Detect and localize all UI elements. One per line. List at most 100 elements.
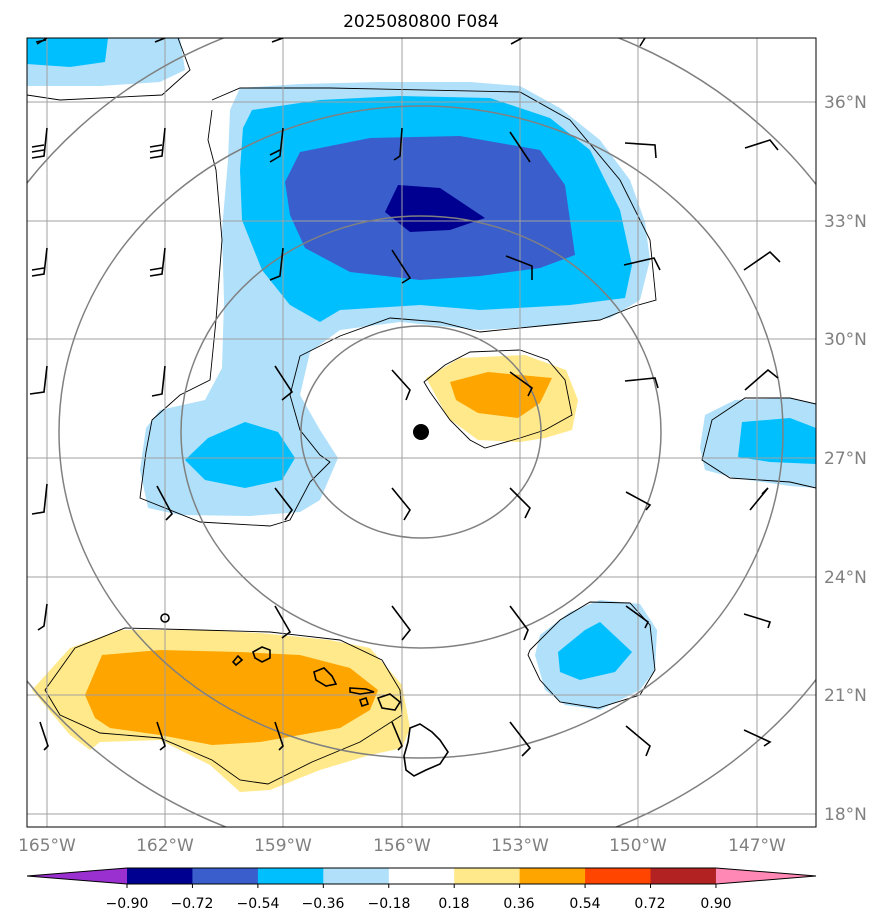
lat-label: 27°N	[824, 449, 867, 469]
colorbar-swatch	[650, 868, 717, 884]
lon-label: 147°W	[728, 836, 786, 856]
wind-barb	[509, 487, 531, 519]
lon-label: 150°W	[609, 836, 667, 856]
wind-barb	[269, 127, 284, 163]
storm-center-dot	[413, 424, 429, 440]
colorbar-extend-high	[715, 868, 816, 884]
colorbar-swatch	[127, 868, 193, 884]
negative-region-southeast-core	[558, 622, 632, 680]
island-lanai	[358, 696, 370, 708]
colorbar: −0.90 −0.72 −0.54 −0.36 −0.18 0.18 0.36 …	[26, 867, 817, 912]
lat-label: 30°N	[824, 330, 867, 350]
colorbar-swatch	[323, 868, 390, 884]
colorbar-swatch	[192, 868, 259, 884]
colorbar-label: 0.90	[700, 896, 731, 912]
contour-south	[44, 627, 403, 785]
lat-axis-labels: 36°N 33°N 30°N 27°N 24°N 21°N 18°N	[824, 93, 867, 825]
negative-region-north-core	[385, 185, 485, 232]
island-molokai	[313, 667, 338, 687]
wind-barb	[624, 377, 659, 389]
range-ring-middle	[180, 215, 662, 649]
contour-southeast	[527, 601, 656, 709]
wind-barb	[149, 247, 166, 277]
wind-barb	[743, 729, 772, 747]
lat-label: 36°N	[824, 93, 867, 113]
colorbar-label: 0.36	[503, 896, 534, 912]
wind-barb	[393, 127, 403, 161]
colorbar-label: −0.36	[302, 896, 345, 912]
wind-barb	[154, 38, 166, 43]
lat-label: 18°N	[824, 805, 867, 825]
wind-barb	[31, 127, 48, 159]
wind-barb	[156, 485, 173, 521]
wind-barb	[151, 365, 166, 397]
colorbar-label: 0.72	[634, 896, 665, 912]
wind-barb	[624, 142, 657, 159]
wind-barb	[35, 38, 48, 45]
wind-barb	[391, 249, 412, 284]
range-ring-outer	[58, 105, 784, 759]
lat-label: 21°N	[824, 686, 867, 706]
island-big-island	[403, 723, 449, 777]
colorbar-label: −0.18	[368, 896, 411, 912]
colorbar-extend-low	[27, 868, 127, 884]
negative-region-west-core	[185, 422, 295, 488]
wind-barb	[31, 247, 48, 277]
colorbar-swatch	[388, 868, 455, 884]
range-rings	[27, 38, 816, 827]
wind-barb	[625, 725, 651, 757]
colorbar-swatch	[257, 868, 324, 884]
wind-barb	[749, 487, 769, 511]
wind-barb	[31, 483, 48, 515]
island-kauai	[231, 654, 244, 667]
lon-label: 162°W	[136, 836, 194, 856]
island-kahoolawe	[376, 693, 402, 711]
island-oahu	[252, 646, 271, 663]
wind-barb	[29, 365, 48, 395]
wind-barb	[149, 127, 166, 159]
colorbar-label: −0.72	[171, 896, 214, 912]
wind-barb	[37, 603, 48, 631]
wind-barb	[391, 721, 403, 751]
wind-barb	[509, 131, 531, 163]
wind-barb	[269, 247, 284, 281]
colorbar-swatch	[519, 868, 586, 884]
wind-barb	[509, 721, 532, 757]
wind-barb	[274, 365, 294, 401]
wind-barb	[623, 257, 661, 271]
wind-barb	[744, 368, 779, 391]
wind-barb	[271, 38, 284, 43]
positive-region-south-core	[85, 650, 378, 745]
wind-barb	[391, 369, 411, 401]
wind-barb	[391, 605, 412, 641]
colorbar-swatches	[26, 867, 817, 885]
lon-label: 165°W	[18, 836, 76, 856]
wind-barb	[274, 605, 292, 639]
map-title: 2025080800 F084	[343, 12, 499, 32]
wind-barb	[39, 721, 49, 751]
colorbar-label: 0.54	[569, 896, 600, 912]
range-ring-inner	[300, 325, 542, 539]
negative-region-east-core	[738, 418, 816, 464]
wind-barb	[274, 721, 284, 751]
lat-label: 24°N	[824, 568, 867, 588]
colorbar-swatch	[585, 868, 651, 884]
wind-barbs	[29, 38, 781, 757]
gridlines	[27, 38, 816, 827]
lon-label: 159°W	[254, 836, 312, 856]
wind-barb	[625, 605, 650, 629]
wind-barb	[639, 38, 646, 47]
contour-center	[423, 349, 573, 449]
island-maui	[349, 687, 375, 695]
colorbar-ticks	[126, 884, 717, 888]
lat-label: 33°N	[824, 212, 867, 232]
colorbar-label: −0.90	[106, 896, 149, 912]
shaded-anomaly-layer	[27, 38, 816, 792]
contour-north	[139, 87, 657, 527]
colorbar-label: 0.18	[438, 896, 469, 912]
wind-barb	[744, 139, 779, 151]
contour-lines	[27, 38, 816, 785]
wind-barb	[274, 487, 293, 521]
contour-east	[701, 397, 816, 489]
wind-barb	[505, 255, 533, 280]
